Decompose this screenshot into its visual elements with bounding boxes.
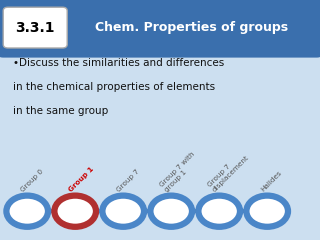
Text: 3.3.1: 3.3.1 <box>15 21 55 35</box>
Circle shape <box>246 196 288 227</box>
Text: Group 7 with
group 1: Group 7 with group 1 <box>159 151 201 193</box>
Text: Group 7: Group 7 <box>116 168 140 193</box>
Text: Chem. Properties of groups: Chem. Properties of groups <box>95 21 289 34</box>
Text: in the chemical properties of elements: in the chemical properties of elements <box>13 82 215 92</box>
Text: Halides: Halides <box>260 170 283 193</box>
Text: •Discuss the similarities and differences: •Discuss the similarities and difference… <box>13 58 224 68</box>
Text: Group 7
displacement: Group 7 displacement <box>207 150 251 193</box>
Circle shape <box>102 196 144 227</box>
Circle shape <box>54 196 96 227</box>
Circle shape <box>150 196 192 227</box>
Text: in the same group: in the same group <box>13 106 108 116</box>
Text: Group 0: Group 0 <box>20 168 44 193</box>
Text: Group 1: Group 1 <box>68 166 95 193</box>
Bar <box>3 2 317 43</box>
FancyBboxPatch shape <box>0 0 320 58</box>
Circle shape <box>198 196 240 227</box>
Circle shape <box>6 196 48 227</box>
FancyBboxPatch shape <box>3 7 67 48</box>
